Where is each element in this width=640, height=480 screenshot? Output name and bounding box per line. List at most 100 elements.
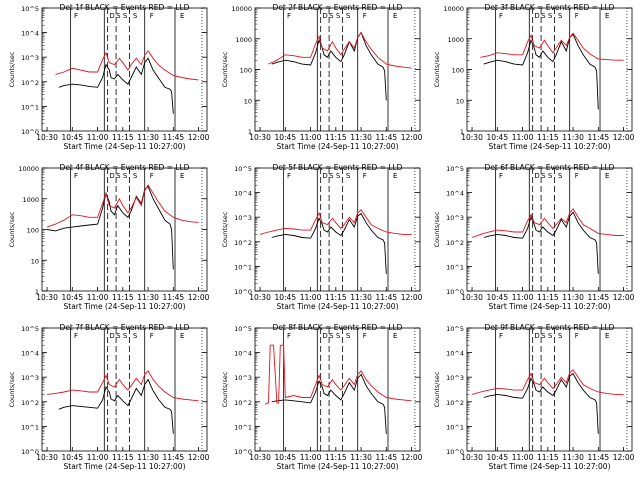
plot-frame <box>41 167 208 292</box>
y-axis-label: Counts/sec <box>221 51 229 87</box>
x-tick-label: 10:45 <box>486 453 508 462</box>
x-tick-label: 11:45 <box>163 133 185 142</box>
y-tick-label: 10000 <box>18 165 39 173</box>
series-line-events <box>58 57 174 114</box>
y-tick-label: 10^4 <box>446 350 464 358</box>
y-axis-label: Counts/sec <box>433 211 441 247</box>
x-tick-label: 11:30 <box>562 453 584 462</box>
y-tick-label: 10^4 <box>21 350 39 358</box>
x-tick-label: 12:00 <box>188 133 210 142</box>
y-tick-label: 10 <box>244 97 252 105</box>
interval-label: S <box>133 12 138 20</box>
series-line-lld <box>47 370 199 402</box>
interval-label: D <box>534 12 539 20</box>
x-tick-label: 11:00 <box>87 453 109 462</box>
y-tick-label: 10^5 <box>446 325 464 333</box>
panel-title: Det 2f BLACK = Events RED = LLD <box>273 3 403 12</box>
y-axis-label: Counts/sec <box>433 51 441 87</box>
y-tick-label: 1000 <box>22 196 39 204</box>
x-tick-label: 10:45 <box>274 133 296 142</box>
x-tick-label: 10:30 <box>249 293 271 302</box>
y-tick-label: 10^0 <box>446 288 464 296</box>
x-tick-label: 11:15 <box>325 453 347 462</box>
interval-label: E <box>393 332 397 340</box>
y-tick-label: 10^5 <box>234 325 252 333</box>
x-tick-label: 10:45 <box>274 453 296 462</box>
panel-title: Det 4f BLACK = Events RED = LLD <box>60 163 190 172</box>
interval-label: S <box>116 172 121 180</box>
interval-label: S <box>123 12 128 20</box>
interval-label: F <box>74 172 78 180</box>
y-tick-label: 10^4 <box>21 30 39 38</box>
plot-frame <box>254 7 421 132</box>
y-tick-label: 1000 <box>235 36 252 44</box>
x-axis-label: Start Time (24-Sep-11 10:27:00) <box>489 142 611 151</box>
plot-frame <box>466 167 633 292</box>
x-tick-label: 11:45 <box>163 453 185 462</box>
series-line-lld <box>480 32 624 61</box>
y-tick-label: 10^4 <box>446 190 464 198</box>
x-axis-label: Start Time (24-Sep-11 10:27:00) <box>64 142 186 151</box>
x-tick-label: 11:30 <box>350 133 372 142</box>
panel-title: Det 8f BLACK = Events RED = LLD <box>273 323 403 332</box>
x-tick-label: 10:45 <box>61 293 83 302</box>
y-tick-label: 10^2 <box>21 399 39 407</box>
series-line-events <box>483 211 599 274</box>
interval-label: S <box>336 172 341 180</box>
y-tick-label: 10^0 <box>446 448 464 456</box>
interval-label: F <box>363 332 367 340</box>
series-line-events <box>271 31 387 101</box>
series-line-events <box>271 212 387 274</box>
x-tick-label: 11:45 <box>163 293 185 302</box>
x-tick-label: 11:15 <box>537 293 559 302</box>
x-tick-label: 12:00 <box>401 453 423 462</box>
y-tick-label: 10^2 <box>21 79 39 87</box>
x-tick-label: 11:45 <box>588 133 610 142</box>
y-tick-label: 10^0 <box>234 448 252 456</box>
x-tick-label: 10:30 <box>461 293 483 302</box>
interval-label: F <box>363 12 367 20</box>
panel-title: Det 3f BLACK = Events RED = LLD <box>485 3 615 12</box>
y-tick-label: 10^3 <box>21 54 39 62</box>
x-axis-label: Start Time (24-Sep-11 10:27:00) <box>64 302 186 311</box>
y-tick-label: 10^3 <box>234 374 252 382</box>
y-axis-label: Counts/sec <box>8 211 16 247</box>
x-tick-label: 11:15 <box>112 293 134 302</box>
x-tick-label: 10:30 <box>461 133 483 142</box>
interval-label: S <box>558 332 563 340</box>
plot-frame <box>466 327 633 452</box>
interval-label: E <box>393 12 397 20</box>
x-tick-label: 11:00 <box>512 293 534 302</box>
y-tick-label: 10^1 <box>21 423 39 431</box>
x-tick-label: 11:30 <box>137 293 159 302</box>
x-tick-label: 11:00 <box>512 133 534 142</box>
plot-frame <box>41 327 208 452</box>
y-tick-label: 10^5 <box>234 165 252 173</box>
interval-label: F <box>74 12 78 20</box>
y-tick-label: 10^4 <box>234 350 252 358</box>
y-tick-label: 10^3 <box>446 374 464 382</box>
series-line-lld <box>264 344 412 405</box>
interval-label: S <box>329 332 334 340</box>
interval-label: F <box>575 12 579 20</box>
x-tick-label: 11:00 <box>87 293 109 302</box>
interval-label: S <box>116 12 121 20</box>
x-tick-label: 10:45 <box>61 453 83 462</box>
x-tick-label: 11:00 <box>300 293 322 302</box>
y-tick-label: 1 <box>35 288 39 296</box>
x-tick-label: 11:30 <box>350 293 372 302</box>
x-tick-label: 10:30 <box>36 133 58 142</box>
x-axis-label: Start Time (24-Sep-11 10:27:00) <box>277 302 399 311</box>
series-line-lld <box>259 209 412 235</box>
interval-label: S <box>329 172 334 180</box>
x-tick-label: 12:00 <box>188 453 210 462</box>
y-tick-label: 1 <box>460 128 464 136</box>
interval-label: S <box>558 172 563 180</box>
x-tick-label: 10:30 <box>36 453 58 462</box>
